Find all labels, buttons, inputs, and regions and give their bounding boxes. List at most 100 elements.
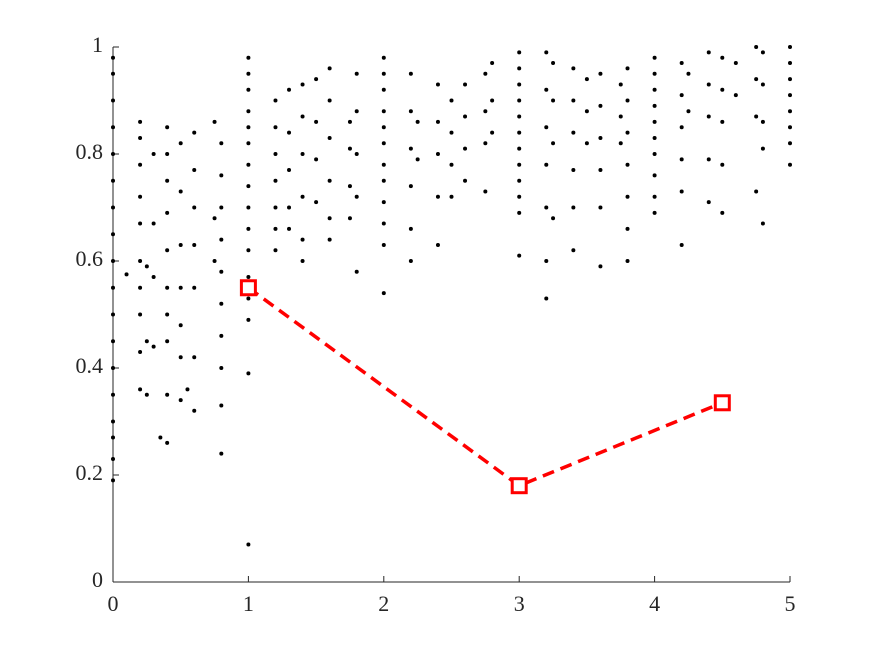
point	[178, 285, 183, 290]
point	[618, 82, 623, 87]
point	[165, 125, 170, 130]
point	[598, 135, 603, 140]
y-tick-label: 0.2	[76, 460, 104, 485]
point	[354, 152, 359, 156]
marker	[510, 477, 528, 495]
point	[246, 162, 251, 167]
point	[517, 146, 522, 151]
point	[788, 162, 792, 167]
point	[165, 152, 170, 156]
point	[435, 194, 440, 199]
point	[517, 66, 522, 71]
point	[327, 135, 332, 140]
point	[327, 237, 332, 242]
point	[517, 50, 522, 55]
point	[788, 77, 792, 82]
x-tick-label: 5	[785, 591, 796, 616]
point	[246, 55, 251, 60]
point	[151, 344, 156, 349]
point	[300, 259, 305, 263]
point	[111, 435, 115, 440]
point	[544, 296, 549, 301]
point	[219, 141, 224, 146]
point	[212, 259, 217, 263]
point	[733, 61, 738, 66]
point	[517, 114, 522, 119]
point	[571, 205, 576, 210]
y-tick-label: 0.4	[76, 353, 104, 378]
point	[300, 194, 305, 199]
point	[287, 87, 292, 92]
point	[111, 392, 115, 397]
point	[408, 109, 413, 114]
point	[219, 269, 224, 274]
point	[584, 141, 589, 146]
point	[618, 141, 623, 146]
point	[463, 146, 468, 151]
point	[571, 168, 576, 173]
point	[165, 392, 170, 397]
point	[273, 98, 278, 103]
point	[788, 61, 792, 66]
point	[111, 232, 115, 237]
point	[435, 152, 440, 156]
point	[760, 82, 765, 87]
point	[598, 205, 603, 210]
point	[165, 440, 170, 445]
point	[192, 408, 197, 413]
point	[652, 135, 657, 140]
point	[408, 259, 413, 263]
point	[490, 98, 495, 103]
point	[111, 71, 115, 76]
point	[625, 66, 630, 71]
point	[327, 178, 332, 183]
point	[192, 242, 197, 247]
marker	[713, 394, 731, 412]
point	[151, 152, 156, 156]
point	[381, 200, 386, 205]
point	[625, 259, 630, 263]
point	[111, 478, 115, 483]
point	[652, 103, 657, 108]
point	[720, 55, 725, 60]
point	[314, 200, 319, 205]
point	[544, 50, 549, 55]
point	[327, 66, 332, 71]
point	[314, 157, 319, 162]
point	[165, 210, 170, 215]
point	[625, 162, 630, 167]
point	[517, 210, 522, 215]
point	[551, 61, 556, 66]
point	[788, 45, 792, 49]
point	[584, 109, 589, 114]
point	[754, 77, 759, 82]
point	[381, 242, 386, 247]
point	[760, 50, 765, 55]
point	[327, 216, 332, 221]
point	[598, 264, 603, 269]
x-tick-label: 4	[649, 591, 660, 616]
point	[760, 119, 765, 124]
point	[760, 221, 765, 226]
point	[584, 77, 589, 82]
point	[138, 162, 143, 167]
point	[381, 178, 386, 183]
point	[178, 242, 183, 247]
point	[246, 371, 251, 376]
point	[788, 125, 792, 130]
point	[300, 237, 305, 242]
point	[720, 210, 725, 215]
point	[517, 98, 522, 103]
point	[720, 119, 725, 124]
point	[354, 109, 359, 114]
point	[679, 157, 684, 162]
point	[246, 141, 251, 146]
point	[381, 87, 386, 92]
point	[178, 141, 183, 146]
point	[354, 71, 359, 76]
point	[415, 157, 420, 162]
point	[138, 259, 143, 263]
point	[111, 98, 115, 103]
point	[300, 82, 305, 87]
